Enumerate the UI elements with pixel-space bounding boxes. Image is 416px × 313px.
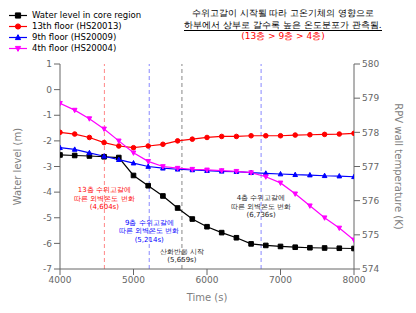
svg-text:8000: 8000 [343, 275, 366, 285]
html-text:Water level in core region: Water level in core region [32, 10, 142, 20]
svg-text:-5: -5 [43, 213, 52, 223]
svg-text:산화반응 시작(5,659s): 산화반응 시작(5,659s) [160, 247, 204, 264]
svg-text:-3: -3 [43, 162, 52, 172]
svg-text:578: 578 [362, 128, 379, 138]
svg-text:1: 1 [46, 59, 52, 69]
svg-text:9층 수위고갈에따른 외벽온도 변화(5,214s): 9층 수위고갈에따른 외벽온도 변화(5,214s) [119, 219, 179, 244]
svg-text:576: 576 [362, 196, 379, 206]
svg-text:-7: -7 [43, 264, 52, 274]
svg-text:-1: -1 [43, 110, 52, 120]
svg-text:4층 수위고갈에따른 외벽온도 변화(6,736s): 4층 수위고갈에따른 외벽온도 변화(6,736s) [231, 194, 291, 219]
svg-text:Water level (m): Water level (m) [12, 128, 23, 205]
svg-text:0: 0 [46, 85, 52, 95]
svg-text:-6: -6 [43, 239, 52, 249]
svg-text:13층 수위고갈에따른 외벽온도 변화(4,604s): 13층 수위고갈에따른 외벽온도 변화(4,604s) [74, 186, 134, 211]
html-text:하부에서 상부로 갈수록 높은 온도분포가 관측됨.: 하부에서 상부로 갈수록 높은 온도분포가 관측됨. [184, 19, 382, 30]
svg-text:4000: 4000 [49, 275, 72, 285]
svg-text:579: 579 [362, 93, 379, 103]
html-text:수위고갈이 시작될 따라 고온기체의 영향으로: 수위고갈이 시작될 따라 고온기체의 영향으로 [191, 8, 375, 18]
html-text:4th floor (HS20004): 4th floor (HS20004) [32, 43, 117, 53]
svg-text:575: 575 [362, 230, 379, 240]
html-text:13th floor (HS20013): 13th floor (HS20013) [32, 21, 122, 31]
svg-text:6000: 6000 [196, 275, 219, 285]
svg-text:7000: 7000 [269, 275, 292, 285]
svg-text:580: 580 [362, 59, 379, 69]
html-text:9th floor (HS20009): 9th floor (HS20009) [32, 32, 117, 42]
svg-text:-4: -4 [43, 187, 52, 197]
svg-text:574: 574 [362, 264, 379, 274]
html-text:(13층 > 9층 > 4층): (13층 > 9층 > 4층) [241, 31, 325, 42]
svg-text:RPV wall temperature (K): RPV wall temperature (K) [393, 103, 404, 230]
svg-text:5000: 5000 [122, 275, 145, 285]
svg-text:577: 577 [362, 162, 379, 172]
svg-text:Time (s): Time (s) [186, 292, 228, 303]
svg-text:-2: -2 [43, 136, 52, 146]
